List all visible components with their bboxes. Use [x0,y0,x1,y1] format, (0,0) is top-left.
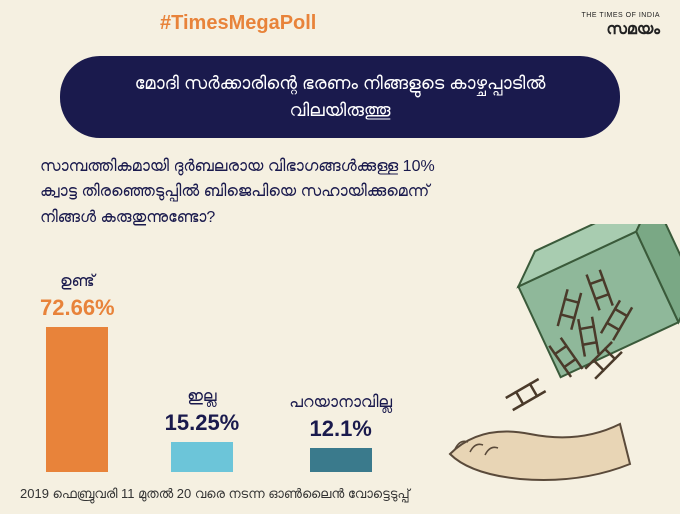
brand-block: THE TIMES OF INDIA സമയം [582,12,661,40]
title-pill: മോദി സർക്കാരിന്റെ ഭരണം നിങ്ങളുടെ കാഴ്ചപ്… [60,56,620,138]
bar-value: 15.25% [165,410,240,436]
chairs-illustration [430,224,680,484]
bar-label: ഉണ്ട് [60,273,95,291]
bar-chart: ഉണ്ട് 72.66% ഇല്ല 15.25% പറയാനാവില്ല 12.… [40,192,392,472]
bar-group-0: ഉണ്ട് 72.66% [40,273,115,472]
footnote: 2019 ഫെബ്രുവരി 11 മുതൽ 20 വരെ നടന്ന ഓൺലൈ… [20,486,410,502]
bar-group-1: ഇല്ല 15.25% [165,388,240,473]
bar-label: പറയാനാവില്ല [289,394,392,412]
bar [46,327,108,472]
brand-bottom: സമയം [582,20,661,39]
brand-top: THE TIMES OF INDIA [582,12,661,20]
bar-value: 12.1% [309,416,371,442]
bar-label: ഇല്ല [187,388,216,406]
header: #TimesMegaPoll THE TIMES OF INDIA സമയം [0,0,680,48]
bar [171,442,233,473]
bar-value: 72.66% [40,295,115,321]
hashtag: #TimesMegaPoll [160,12,316,35]
bar [310,448,372,472]
bar-group-2: പറയാനാവില്ല 12.1% [289,394,392,472]
